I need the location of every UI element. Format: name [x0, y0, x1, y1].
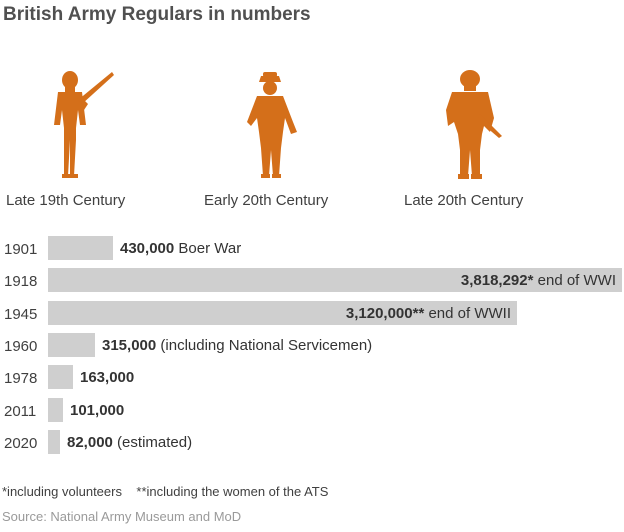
value-number: 3,818,292*	[460, 272, 534, 290]
ww1-soldier-icon	[245, 70, 305, 190]
bar	[48, 268, 622, 293]
bar-value-label: 3,818,292* end of WWI	[461, 272, 616, 289]
bar-row: 1901 430,000 Boer War	[0, 236, 624, 262]
era-label-late-19th: Late 19th Century	[6, 192, 126, 209]
era-label-late-20th: Late 20th Century	[404, 192, 524, 209]
modern-soldier-icon	[440, 70, 502, 190]
year-label: 1978	[4, 370, 38, 388]
value-annotation: Boer War	[174, 240, 242, 257]
value-number: 82,000	[67, 433, 113, 451]
bar-value-label: 163,000	[80, 369, 134, 386]
bar	[48, 236, 113, 260]
era-label-early-20th: Early 20th Century	[204, 192, 329, 209]
year-label: 1945	[4, 305, 38, 323]
value-annotation: (including National Servicemen)	[156, 336, 373, 354]
year-label: 1901	[4, 241, 38, 258]
bar	[48, 365, 73, 390]
bar-value-label: 82,000 (estimated)	[67, 434, 192, 451]
bar-row: 2011 101,000	[0, 397, 624, 424]
bar-value-label: 430,000 Boer War	[120, 240, 241, 257]
value-annotation: (estimated)	[112, 433, 193, 451]
bar-row: 1945 3,120,000** end of WWII	[0, 300, 624, 327]
bar-value-label: 3,120,000** end of WWII	[346, 305, 511, 322]
bar-row: 1978 163,000	[0, 365, 624, 391]
footnotes: *including volunteers **including the wo…	[2, 484, 329, 499]
value-annotation: end of WWI	[533, 272, 616, 290]
bar-row: 1918 3,818,292* end of WWI	[0, 268, 624, 294]
bar-row: 1960 315,000 (including National Servicem…	[0, 332, 624, 359]
source-note: Source: National Army Museum and MoD	[2, 509, 242, 524]
bar-value-label: 101,000	[70, 402, 124, 419]
bar	[48, 397, 63, 422]
value-number: 163,000	[80, 369, 135, 387]
value-number: 101,000	[70, 401, 125, 419]
year-label: 1918	[4, 273, 38, 291]
value-number: 315,000	[102, 336, 157, 354]
chart-title: British Army Regulars in numbers	[3, 4, 311, 25]
year-label: 2020	[4, 434, 38, 452]
bar-value-label: 315,000 (including National Servicemen)	[102, 337, 372, 354]
value-number: 430,000	[120, 240, 175, 257]
value-number: 3,120,000**	[345, 304, 425, 322]
value-annotation: end of WWII	[424, 304, 511, 322]
bar	[48, 300, 517, 325]
bar-row: 2020 82,000 (estimated)	[0, 429, 624, 456]
year-label: 1960	[4, 337, 38, 355]
year-label: 2011	[4, 402, 37, 420]
bar	[48, 429, 60, 454]
victorian-soldier-icon	[40, 70, 114, 190]
bar	[48, 332, 95, 357]
